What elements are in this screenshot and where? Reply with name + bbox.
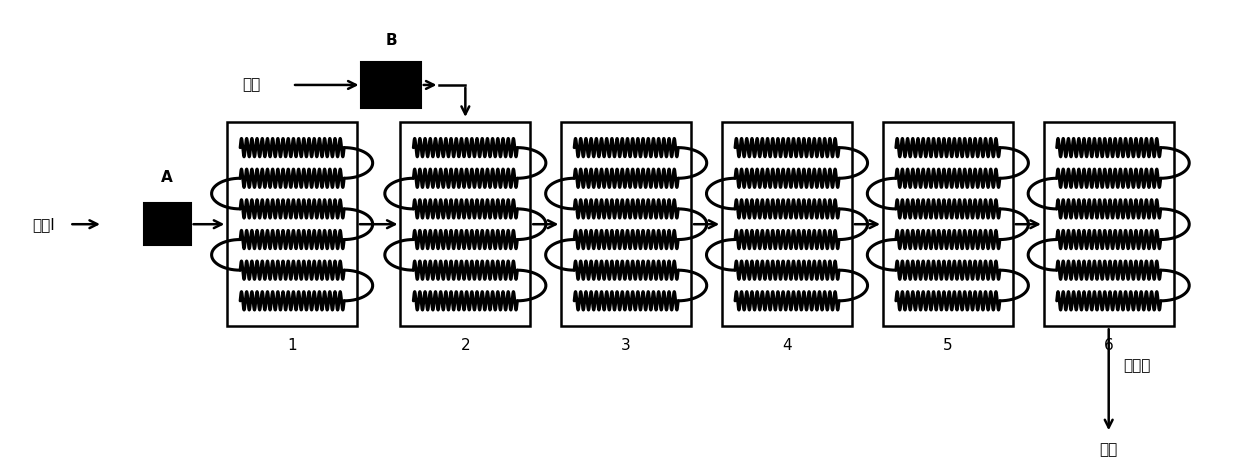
Bar <box>361 62 420 108</box>
Text: 物料I: 物料I <box>32 217 55 232</box>
Bar <box>227 122 357 326</box>
Bar <box>883 122 1013 326</box>
Text: 产品: 产品 <box>1100 442 1117 457</box>
Bar <box>401 122 531 326</box>
Bar <box>562 122 691 326</box>
Text: 6: 6 <box>1104 338 1114 353</box>
Text: A: A <box>161 170 174 185</box>
Text: B: B <box>386 33 397 48</box>
Bar <box>722 122 852 326</box>
Text: 1: 1 <box>288 338 296 353</box>
Text: 5: 5 <box>944 338 952 353</box>
Text: 后处理: 后处理 <box>1123 358 1151 373</box>
Text: 3: 3 <box>621 338 631 353</box>
Text: 氢气: 氢气 <box>243 78 260 92</box>
Bar <box>1044 122 1173 326</box>
Text: 4: 4 <box>782 338 792 353</box>
Bar <box>144 203 191 245</box>
Text: 2: 2 <box>460 338 470 353</box>
